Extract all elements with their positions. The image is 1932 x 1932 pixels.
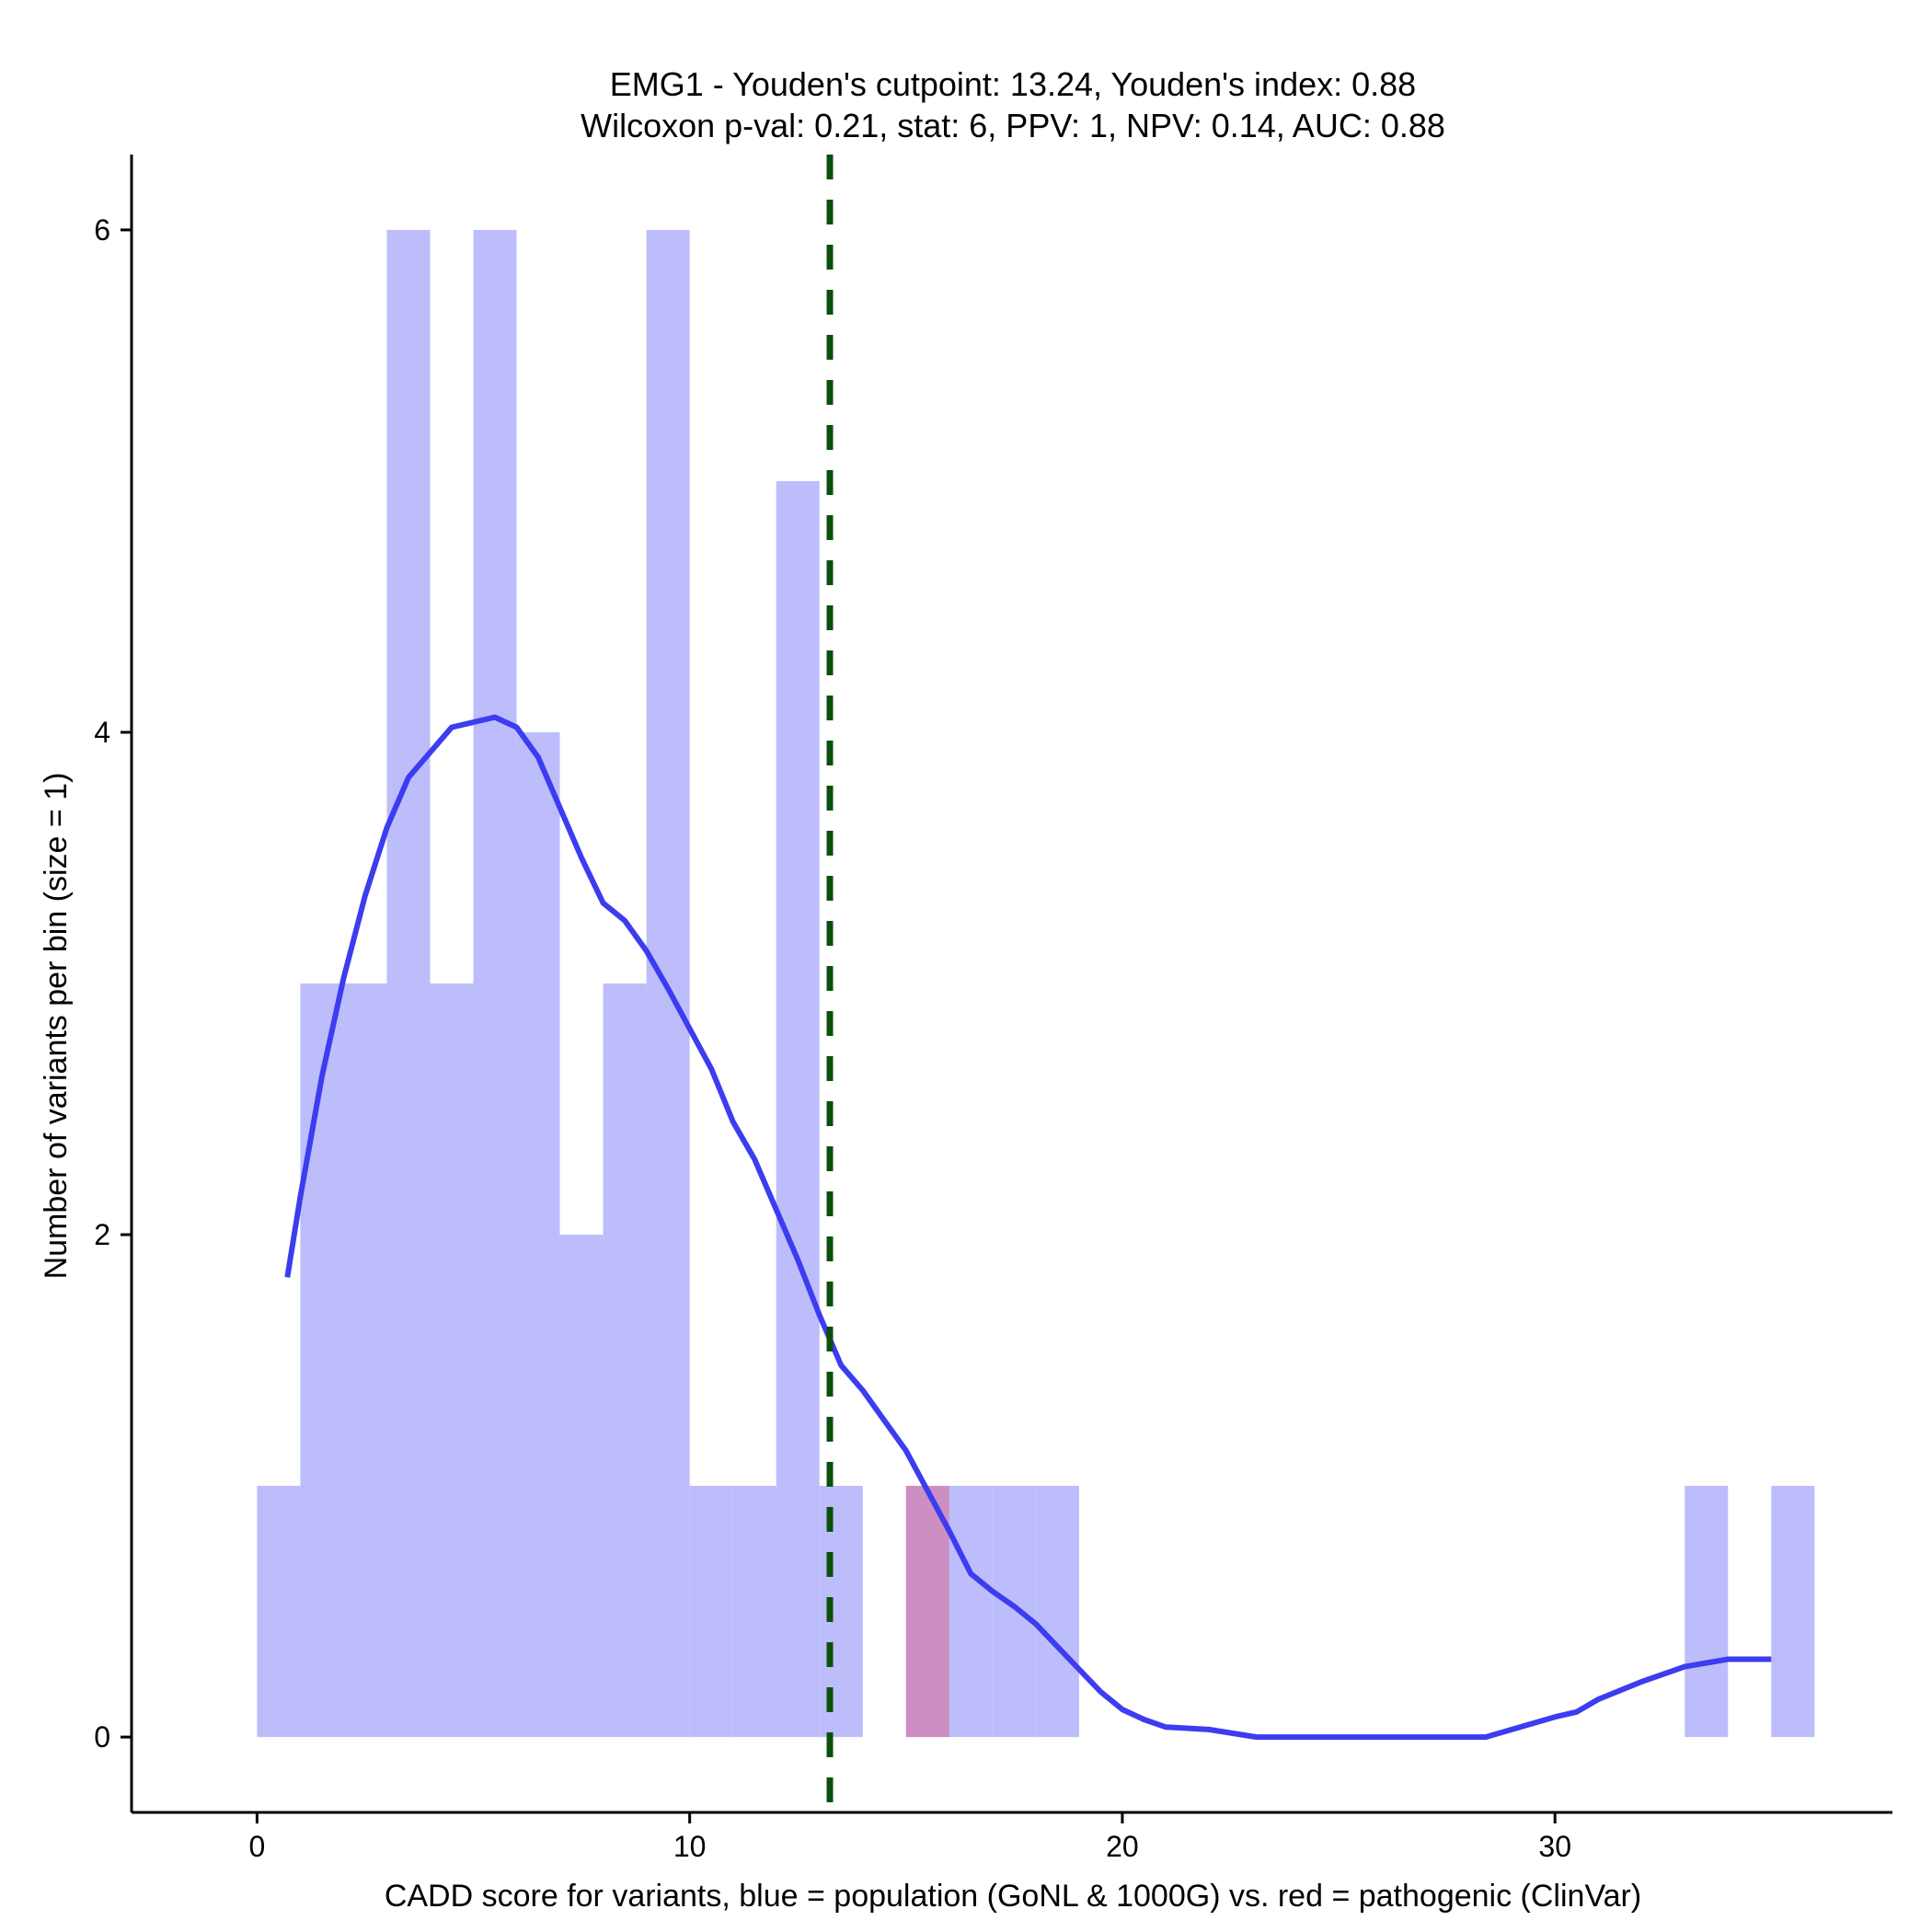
population-bar <box>776 480 820 1738</box>
y-tick-label: 2 <box>94 1218 110 1251</box>
population-bar <box>473 229 517 1738</box>
population-bar <box>603 983 647 1738</box>
axes <box>130 155 1892 1814</box>
population-bar <box>949 1486 993 1738</box>
population-bar <box>516 731 560 1738</box>
population-bar <box>1685 1486 1729 1738</box>
population-bar <box>689 1486 733 1738</box>
x-tick-label: 10 <box>673 1830 707 1863</box>
population-bars <box>257 229 1815 1738</box>
population-bar <box>386 229 431 1738</box>
chart-subtitle: Wilcoxon p-val: 0.21, stat: 6, PPV: 1, N… <box>581 107 1445 144</box>
x-tick-label: 20 <box>1106 1830 1139 1863</box>
y-tick-label: 6 <box>94 213 110 247</box>
chart-title: EMG1 - Youden's cutpoint: 13.24, Youden'… <box>610 65 1416 103</box>
population-bar <box>559 1235 604 1738</box>
population-bar <box>1771 1486 1815 1738</box>
y-tick-label: 4 <box>94 716 110 749</box>
x-tick-label: 30 <box>1538 1830 1571 1863</box>
y-tick-label: 0 <box>94 1720 110 1754</box>
density-curve-layer <box>284 714 1772 1741</box>
population-bar <box>257 1486 301 1738</box>
density-curve-line <box>284 714 1772 1741</box>
population-bar <box>819 1486 863 1738</box>
y-axis-label: Number of variants per bin (size = 1) <box>39 773 74 1280</box>
population-bar <box>992 1486 1036 1738</box>
population-bar <box>430 983 474 1738</box>
ticks: 0 10 20 30 0 2 4 6 <box>94 213 1571 1863</box>
pathogenic-bars <box>905 1486 949 1738</box>
x-axis-label: CADD score for variants, blue = populati… <box>385 1879 1641 1914</box>
population-bar <box>343 983 387 1738</box>
population-bar <box>300 983 344 1738</box>
population-bar <box>1035 1486 1079 1738</box>
population-bar <box>732 1486 776 1738</box>
pathogenic-bar <box>905 1486 949 1738</box>
x-tick-label: 0 <box>248 1830 265 1863</box>
